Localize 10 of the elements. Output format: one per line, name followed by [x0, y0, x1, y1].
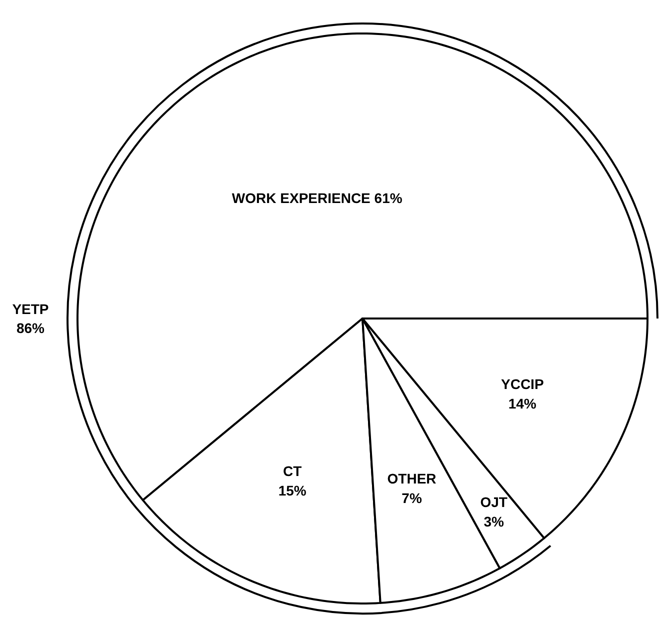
text: YETP 86%: [12, 300, 49, 336]
slice-label: CT: [282, 463, 302, 480]
slice-label: YCCIP: [500, 376, 544, 392]
slice-label: OJT: [480, 494, 508, 510]
slice-label: OTHER: [387, 470, 436, 487]
data-label: 15%: [278, 482, 307, 498]
data-label: 3%: [484, 513, 505, 530]
data-label: 7%: [402, 490, 422, 506]
slice-label: WORK EXPERIENCE 61%: [232, 190, 403, 206]
data-label: 14%: [508, 395, 537, 412]
